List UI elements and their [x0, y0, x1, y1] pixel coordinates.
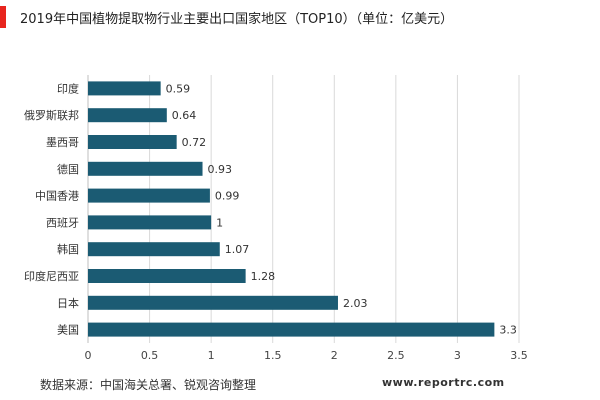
bar — [88, 242, 220, 257]
bar — [88, 81, 161, 96]
bar — [88, 322, 495, 337]
value-label: 0.93 — [208, 163, 233, 176]
x-tick-label: 3 — [454, 349, 461, 362]
bar — [88, 188, 210, 203]
chart-title: 2019年中国植物提取物行业主要出口国家地区（TOP10）（单位：亿美元） — [20, 12, 454, 27]
category-label: 中国香港 — [35, 190, 79, 203]
value-label: 0.99 — [215, 190, 240, 203]
data-source-note: 数据来源：中国海关总署、锐观咨询整理 — [40, 378, 257, 392]
x-tick-label: 2.5 — [387, 349, 405, 362]
bar — [88, 108, 167, 123]
category-label: 美国 — [57, 324, 79, 337]
category-label: 日本 — [57, 296, 79, 310]
category-label: 印度尼西亚 — [24, 269, 79, 283]
value-label: 0.59 — [166, 82, 191, 95]
bar — [88, 215, 212, 230]
bar — [88, 269, 246, 283]
category-label: 韩国 — [57, 242, 79, 256]
title-bar: 2019年中国植物提取物行业主要出口国家地区（TOP10）（单位：亿美元） — [0, 0, 600, 36]
bar — [88, 135, 177, 149]
value-label: 1 — [216, 216, 223, 229]
value-label: 2.03 — [343, 297, 368, 310]
x-tick-label: 1.5 — [264, 349, 282, 362]
x-tick-label: 3.5 — [510, 349, 528, 362]
x-tick-label: 0 — [85, 349, 92, 362]
value-label: 1.07 — [225, 243, 250, 256]
website-watermark: www.reportrc.com — [382, 376, 505, 389]
value-label: 0.64 — [172, 109, 197, 122]
value-label: 1.28 — [251, 270, 276, 283]
value-label: 0.72 — [182, 136, 207, 149]
category-label: 德国 — [57, 162, 79, 176]
value-label: 3.3 — [499, 324, 517, 337]
bar — [88, 161, 203, 176]
category-label: 印度 — [57, 81, 79, 95]
title-accent-bar — [0, 6, 6, 28]
bar — [88, 295, 338, 310]
x-tick-label: 2 — [331, 349, 338, 362]
category-label: 西班牙 — [46, 216, 79, 229]
category-label: 墨西哥 — [46, 136, 79, 149]
x-tick-label: 0.5 — [141, 349, 159, 362]
category-label: 俄罗斯联邦 — [24, 109, 79, 122]
x-tick-label: 1 — [208, 349, 215, 362]
